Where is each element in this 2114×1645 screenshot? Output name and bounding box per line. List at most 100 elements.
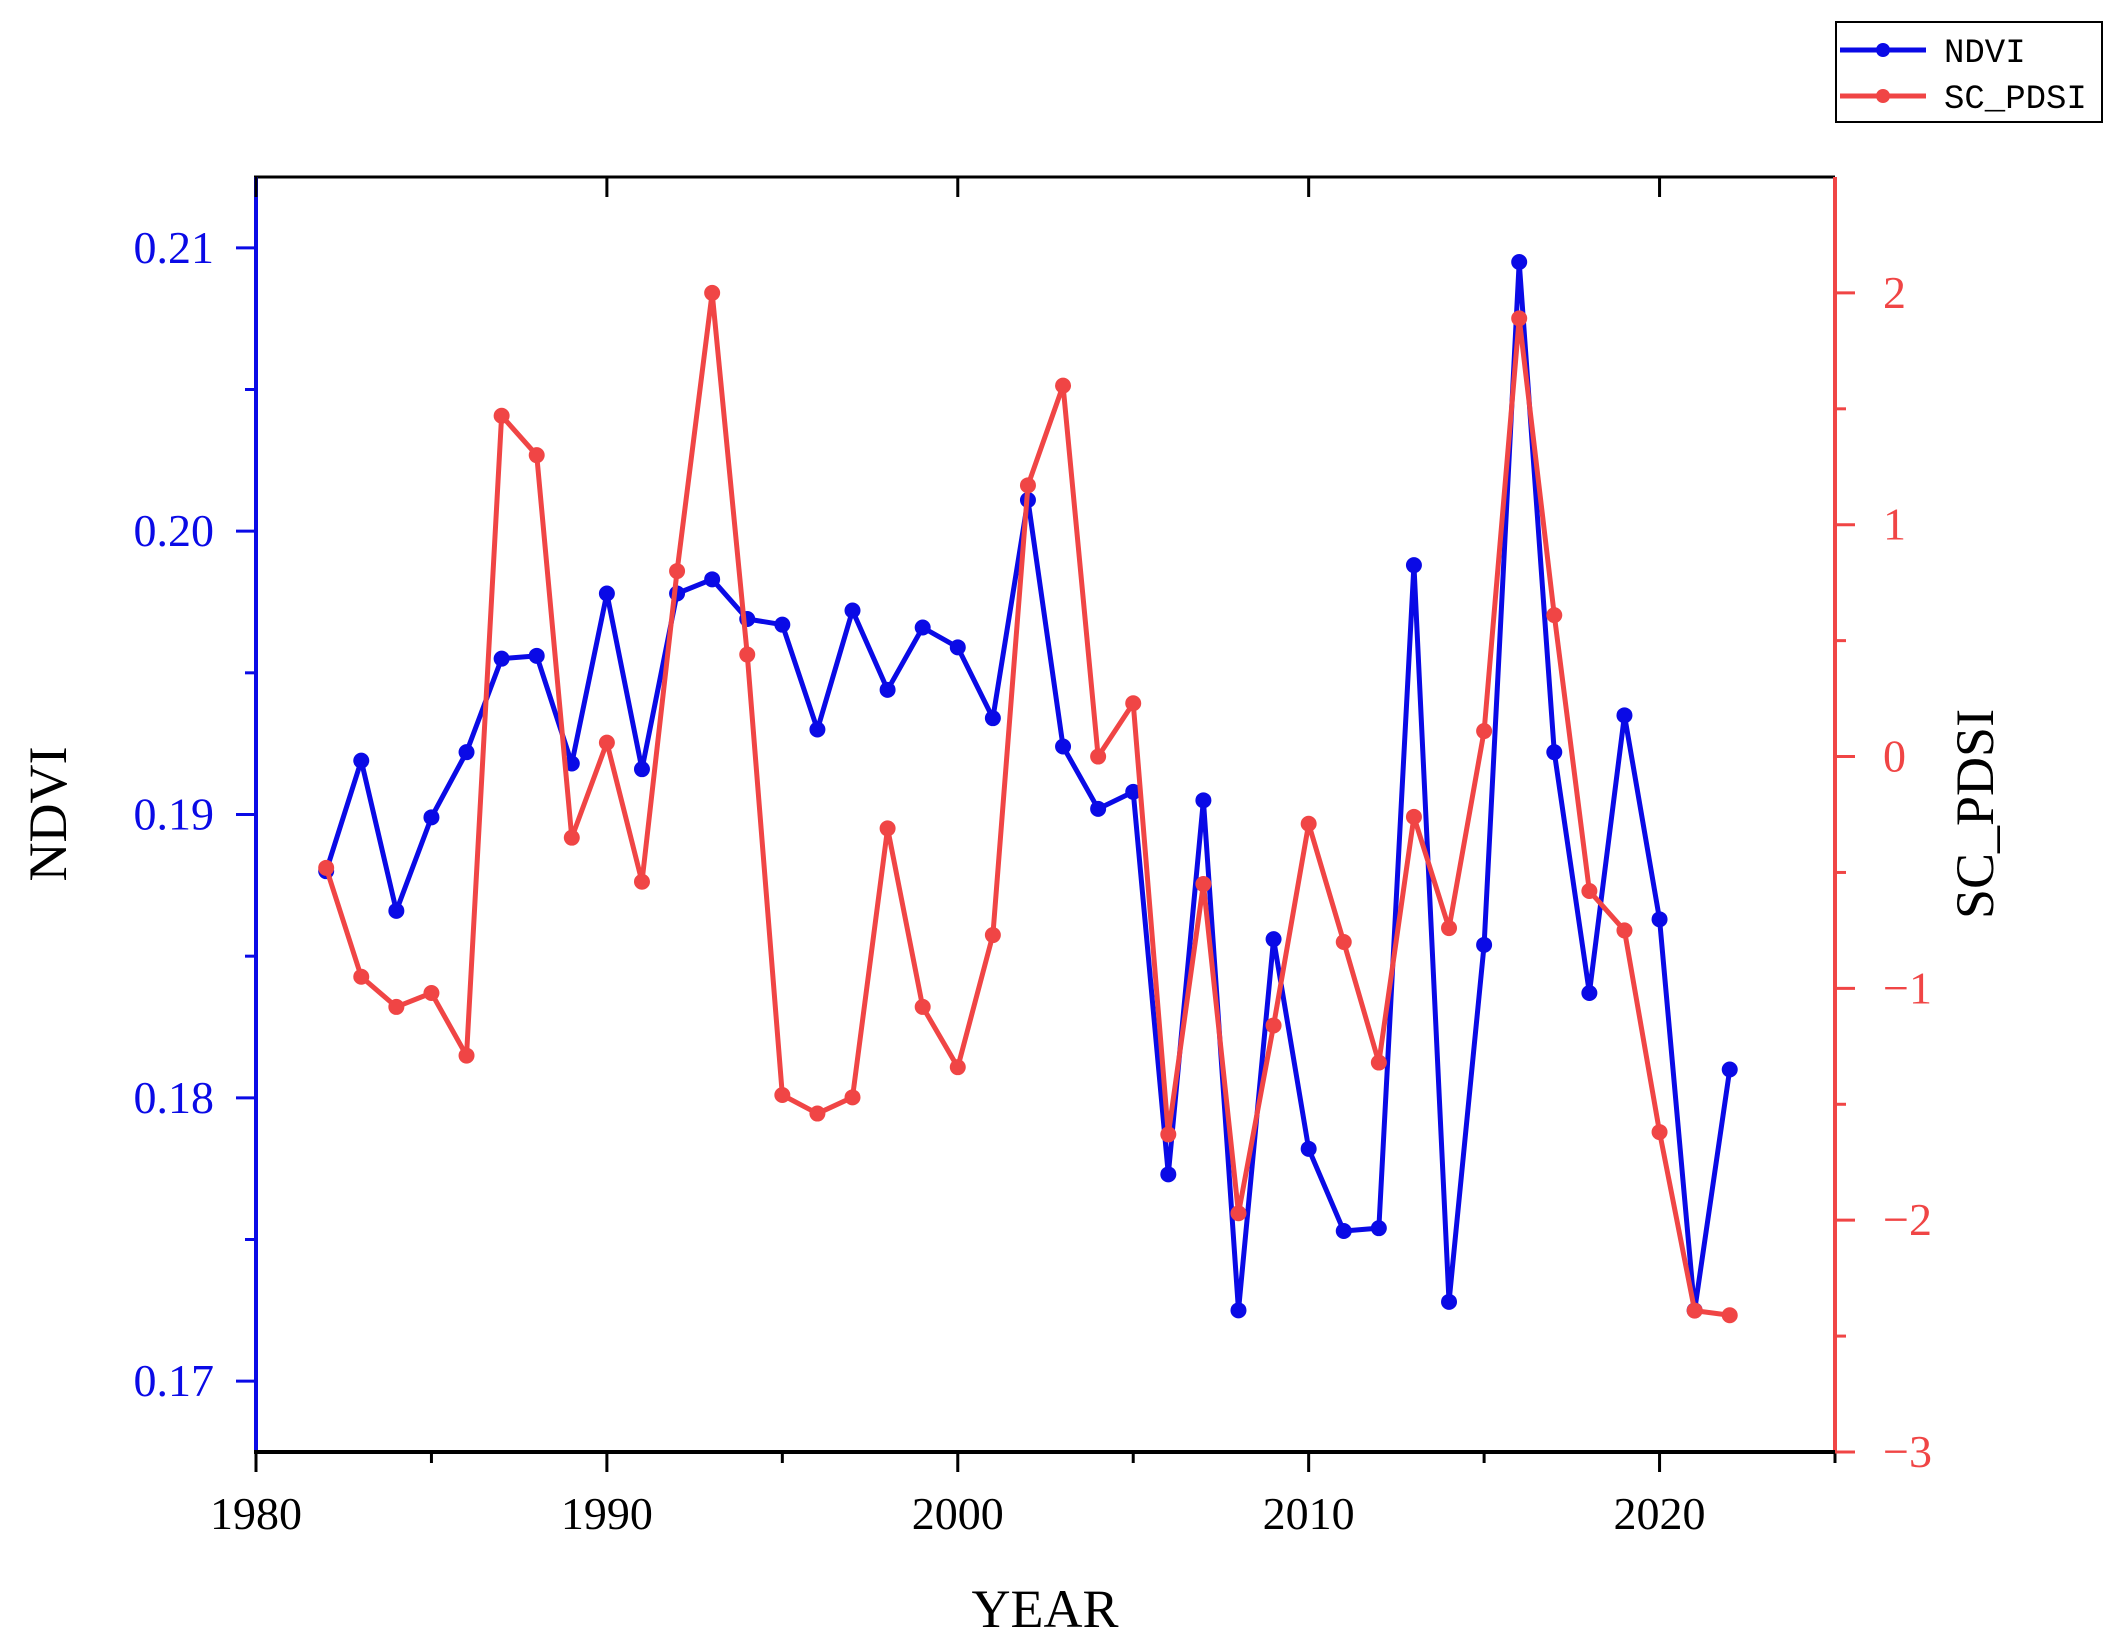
data-point-sc-pdsi <box>1019 477 1036 494</box>
data-point-sc-pdsi <box>1581 883 1598 899</box>
data-point-ndvi <box>1370 1220 1387 1237</box>
data-point-sc-pdsi <box>318 859 335 876</box>
data-point-ndvi <box>1476 936 1493 953</box>
data-point-ndvi <box>1721 1061 1738 1078</box>
data-point-ndvi <box>528 647 545 664</box>
data-point-sc-pdsi <box>1405 808 1422 825</box>
data-point-sc-pdsi <box>1160 1126 1177 1143</box>
data-point-ndvi <box>633 761 650 778</box>
data-point-sc-pdsi <box>809 1105 826 1122</box>
data-point-sc-pdsi <box>458 1047 475 1064</box>
data-point-ndvi <box>879 681 896 698</box>
data-point-ndvi <box>1300 1140 1317 1157</box>
y-right-axis-title: SC_PDSI <box>1945 709 2005 919</box>
data-point-ndvi <box>774 616 791 633</box>
y-left-tick-label: 0.20 <box>134 505 215 556</box>
data-point-ndvi <box>844 602 861 619</box>
data-point-ndvi <box>353 752 370 769</box>
data-point-sc-pdsi <box>1651 1124 1668 1141</box>
data-point-ndvi <box>1651 911 1668 928</box>
legend: NDVI SC_PDSI <box>1835 21 2103 123</box>
y-right-axis-ticks: −3 −2 −1 0 1 2 <box>1835 267 1932 1477</box>
series-line-sc-pdsi <box>323 290 1731 1318</box>
data-point-sc-pdsi <box>353 968 370 985</box>
data-point-ndvi <box>1581 985 1598 1001</box>
data-point-ndvi <box>1546 744 1563 761</box>
data-point-sc-pdsi <box>1476 723 1493 740</box>
data-point-sc-pdsi <box>1055 377 1072 394</box>
data-point-ndvi <box>1090 800 1107 817</box>
data-point-sc-pdsi <box>669 563 686 580</box>
data-point-sc-pdsi <box>493 407 510 424</box>
data-point-sc-pdsi <box>1230 1205 1247 1222</box>
data-point-sc-pdsi <box>633 873 650 890</box>
legend-pdsi-marker <box>1876 89 1890 103</box>
x-tick-label: 1990 <box>561 1488 653 1539</box>
data-point-ndvi <box>1405 557 1422 574</box>
data-point-ndvi <box>984 710 1001 727</box>
data-point-ndvi <box>1230 1302 1247 1319</box>
data-point-sc-pdsi <box>1335 934 1352 950</box>
data-point-sc-pdsi <box>1686 1302 1703 1319</box>
x-axis-ticks: 1980 1990 2000 2010 2020 <box>210 177 1837 1539</box>
data-point-sc-pdsi <box>704 284 721 301</box>
data-point-ndvi <box>1265 931 1282 948</box>
y-right-tick-label: 0 <box>1883 731 1906 782</box>
data-point-ndvi <box>493 650 510 667</box>
data-point-ndvi <box>423 809 440 826</box>
data-point-sc-pdsi <box>1195 876 1212 893</box>
data-point-sc-pdsi <box>984 927 1001 944</box>
data-point-sc-pdsi <box>774 1087 791 1103</box>
y-left-tick-label: 0.19 <box>134 789 215 840</box>
data-point-ndvi <box>1441 1293 1458 1310</box>
data-point-sc-pdsi <box>423 985 440 1001</box>
y-left-axis-title: NDVI <box>18 747 78 882</box>
data-point-ndvi <box>1055 738 1072 755</box>
y-left-tick-label: 0.21 <box>134 222 215 273</box>
data-point-sc-pdsi <box>914 998 931 1015</box>
data-point-sc-pdsi <box>1090 748 1107 765</box>
y-right-tick-label: −3 <box>1883 1426 1932 1477</box>
x-axis-title: YEAR <box>972 1579 1119 1639</box>
legend-ndvi-marker <box>1876 43 1890 57</box>
data-point-sc-pdsi <box>949 1059 966 1076</box>
x-tick-label: 1980 <box>210 1488 302 1539</box>
data-point-sc-pdsi <box>1721 1307 1738 1324</box>
data-point-sc-pdsi <box>844 1089 861 1106</box>
y-right-tick-label: 1 <box>1883 499 1906 550</box>
y-right-tick-label: −2 <box>1883 1194 1932 1245</box>
data-point-sc-pdsi <box>563 829 580 846</box>
data-point-sc-pdsi <box>879 820 896 837</box>
data-point-sc-pdsi <box>1616 922 1633 939</box>
data-point-ndvi <box>1335 1223 1352 1239</box>
x-tick-label: 2000 <box>912 1488 1004 1539</box>
data-point-sc-pdsi <box>388 998 405 1015</box>
data-point-ndvi <box>1195 792 1212 809</box>
data-point-sc-pdsi <box>739 646 756 663</box>
data-point-ndvi <box>704 571 721 588</box>
data-point-ndvi <box>388 902 405 919</box>
data-point-ndvi <box>1511 254 1528 270</box>
data-point-ndvi <box>949 639 966 656</box>
data-point-sc-pdsi <box>1125 695 1142 712</box>
legend-pdsi-label: SC_PDSI <box>1944 81 2087 119</box>
plot-frame <box>254 175 1837 1454</box>
data-point-sc-pdsi <box>528 447 545 464</box>
data-point-ndvi <box>809 721 826 738</box>
data-point-ndvi <box>1616 707 1633 724</box>
series-layer <box>318 254 1738 1324</box>
data-point-ndvi <box>914 619 931 636</box>
y-right-tick-label: −1 <box>1883 962 1932 1013</box>
data-point-sc-pdsi <box>1265 1017 1282 1034</box>
legend-box <box>1835 21 2103 123</box>
data-point-sc-pdsi <box>1441 920 1458 937</box>
y-right-tick-label: 2 <box>1883 267 1906 318</box>
data-point-ndvi <box>1160 1166 1177 1183</box>
data-point-ndvi <box>598 585 615 602</box>
x-tick-label: 2020 <box>1614 1488 1706 1539</box>
y-left-tick-label: 0.18 <box>134 1072 215 1123</box>
data-point-sc-pdsi <box>1370 1054 1387 1071</box>
y-left-axis-ticks: 0.17 0.18 0.19 0.20 0.21 <box>134 222 256 1406</box>
data-point-ndvi <box>458 744 475 761</box>
